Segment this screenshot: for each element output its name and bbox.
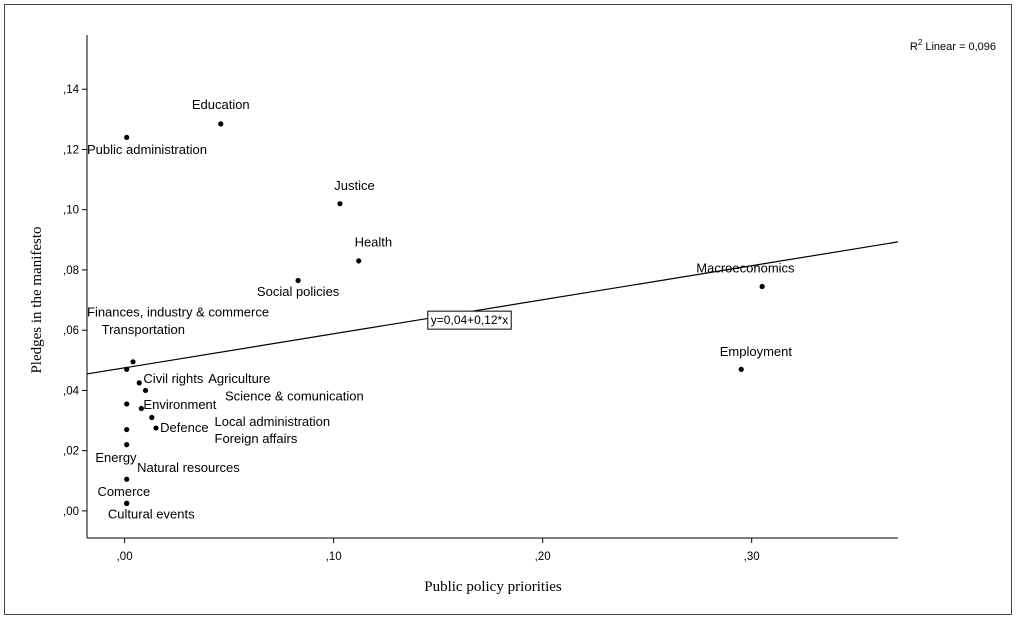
data-point: [124, 500, 130, 506]
x-tick-label: ,00: [117, 551, 133, 563]
y-tick-label: ,10: [63, 205, 79, 217]
data-point: [124, 134, 130, 141]
data-point-label: Comerce: [97, 484, 150, 499]
data-point-label: Agriculture: [208, 371, 270, 386]
data-point: [124, 426, 130, 433]
y-tick-label: ,14: [63, 84, 80, 96]
data-point-label: Transportation: [102, 322, 185, 337]
y-tick-label: ,00: [63, 506, 79, 518]
data-point-label: Civil rights: [143, 371, 203, 386]
x-axis-title: Public policy priorities: [424, 579, 562, 595]
data-point: [738, 366, 744, 372]
data-point-label: Health: [355, 234, 393, 249]
data-point-label: Justice: [334, 178, 374, 193]
data-point: [142, 387, 149, 394]
x-tick-label: ,10: [326, 551, 342, 563]
data-point-label: Energy: [95, 450, 137, 465]
data-point: [759, 283, 765, 290]
data-point-label: Natural resources: [137, 460, 240, 475]
data-point-label: Education: [192, 97, 250, 112]
x-axis-ticks: ,00 ,10 ,20 ,30: [117, 538, 760, 563]
fit-line: [86, 241, 899, 375]
data-point: [356, 258, 362, 264]
x-tick-label: ,20: [535, 551, 551, 563]
data-point-label: Macroeconomics: [696, 260, 795, 275]
y-tick-label: ,12: [63, 144, 79, 156]
x-tick-label: ,30: [744, 551, 760, 563]
y-axis-ticks: ,00 ,02 ,04 ,06 ,08 ,10 ,12 ,14: [63, 84, 87, 518]
y-tick-label: ,02: [63, 446, 79, 458]
point-labels: Public administration Education Justice Hea…: [87, 97, 795, 522]
r2-value: Linear = 0,096: [925, 41, 996, 53]
data-point-label: Public administration: [87, 142, 207, 157]
fit-equation-frame: [427, 310, 512, 330]
data-point: [136, 380, 142, 386]
y-tick-label: ,04: [63, 385, 80, 397]
data-point-label: Finances, industry & commerce: [87, 305, 269, 320]
data-point: [124, 476, 130, 482]
y-tick-label: ,06: [63, 325, 79, 337]
r2-label: R2 Linear = 0,096: [910, 38, 996, 53]
plot-area: [86, 35, 898, 539]
data-point: [124, 366, 130, 372]
data-point-label: Environment: [143, 397, 216, 412]
data-point-label: Science & comunication: [225, 388, 364, 403]
data-point-label: Employment: [720, 344, 793, 359]
data-point-label: Defence: [160, 420, 208, 435]
fit-equation-label: y=0,04+0,12*x: [431, 313, 508, 327]
data-point: [153, 425, 159, 431]
data-point: [295, 277, 301, 284]
data-point: [124, 442, 130, 448]
fit-equation-box: y=0,04+0,12*x: [427, 310, 512, 330]
data-point: [218, 121, 224, 127]
data-point: [337, 201, 343, 207]
data-point-label: Foreign affairs: [215, 431, 298, 446]
data-point-label: Local administration: [215, 414, 331, 429]
data-point: [149, 414, 155, 421]
data-points: [124, 121, 765, 506]
y-tick-label: ,08: [63, 265, 79, 277]
data-point: [138, 405, 144, 412]
data-point-label: Social policies: [257, 284, 340, 299]
y-axis-title: Pledges in the manifesto: [29, 226, 45, 373]
data-point: [124, 401, 130, 407]
data-point: [130, 359, 136, 365]
data-point-label: Cultural events: [108, 507, 195, 522]
outer-border: [4, 4, 1012, 615]
